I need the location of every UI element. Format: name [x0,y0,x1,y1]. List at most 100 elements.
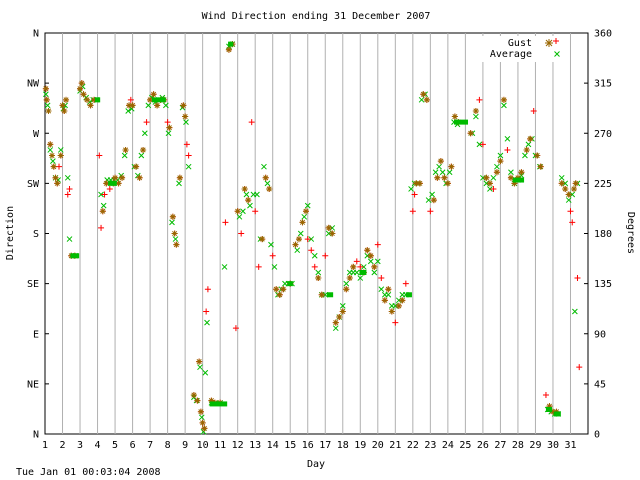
average-point [198,414,205,421]
gust-point [56,163,63,170]
average-sustained-segment [405,292,412,298]
overlap-point [182,113,189,120]
x-tick-label: 11 [214,440,226,451]
overlap-point [546,403,553,410]
average-point [125,108,132,114]
average-point [165,130,172,137]
gust-point [252,208,259,215]
overlap-point [122,146,129,153]
overlap-point [399,297,406,304]
overlap-point [176,174,183,181]
overlap-point [190,392,197,399]
gust-point [490,185,497,192]
overlap-point [166,124,173,131]
overlap-point [87,102,94,109]
overlap-point [276,291,283,298]
average-point [476,141,483,148]
overlap-point [245,197,252,204]
gust-point [357,263,364,270]
average-point [243,191,250,198]
gust-point [101,191,108,198]
overlap-point [534,152,541,159]
average-point [525,141,532,148]
overlap-point [266,185,273,192]
overlap-point [63,96,70,103]
x-axis-ticks: 1 2 3 4 5 6 7 8 9 10 11 12 13 14 15 16 17 18 19 20 21 22 23 24 2… [42,440,577,451]
gust-point [96,152,103,159]
overlap-point [173,241,180,248]
overlap-point [259,236,266,243]
average-sustained-segment [94,97,101,103]
overlap-point [199,419,206,426]
gust-point [392,319,399,326]
x-tick-label: 25 [459,440,471,451]
average-point [301,213,308,220]
x-tick-label: 21 [389,440,401,451]
average-sustained-segment [545,406,553,412]
average-sustained-segment [454,119,469,125]
gust-point [427,208,434,215]
overlap-point [171,230,178,237]
overlap-point [416,180,423,187]
overlap-point [180,102,187,109]
average-point [202,369,209,376]
average-point [264,180,271,187]
overlap-point [537,163,544,170]
average-sustained-segment [327,292,334,298]
gust-point [64,191,71,198]
average-point [418,96,425,103]
average-point [436,163,442,170]
overlap-point [169,213,176,220]
right-tick-label: 360 [594,29,612,40]
overlap-point [565,191,572,198]
average-point [357,275,364,281]
overlap-point [483,174,490,181]
overlap-point [136,174,143,181]
overlap-point [444,180,451,187]
gust-point [409,208,416,215]
x-tick-label: 5 [112,440,118,451]
average-point [200,428,207,435]
overlap-point [381,297,388,304]
average-point [490,174,497,181]
gust-point [183,141,190,148]
overlap-point [54,180,61,187]
right-tick-label: 315 [594,79,612,90]
average-point [439,169,446,176]
overlap-point [572,180,579,187]
average-point [271,264,278,270]
overlap-point [367,252,374,259]
left-tick-label: N [33,430,39,441]
overlap-point [299,219,306,226]
overlap-point [315,275,322,282]
average-point [367,258,374,265]
right-tick-label: 225 [594,179,612,190]
gust-point [576,364,583,371]
x-tick-label: 18 [337,440,349,451]
left-tick-label: E [33,329,39,340]
overlap-point [49,152,56,159]
overlap-point [126,102,133,109]
left-tick-label: NW [27,79,40,90]
x-tick-label: 7 [147,440,153,451]
overlap-point [295,236,302,243]
overlap-point [201,425,208,432]
gust-point [378,275,385,282]
x-tick-label: 23 [424,440,436,451]
average-point [304,202,311,209]
left-tick-label: SW [27,179,40,190]
average-point [176,180,182,187]
gust-point [311,263,318,270]
x-tick-label: 29 [529,440,541,451]
overlap-point [413,180,420,187]
average-point [572,308,578,315]
right-tick-label: 90 [594,329,606,340]
gust-point [127,96,134,103]
gust-point [66,185,73,192]
gust-point [164,119,171,126]
overlap-point [150,91,157,98]
average-point [145,102,152,109]
average-point [487,186,493,192]
average-point [360,264,367,270]
average-point [163,102,169,109]
